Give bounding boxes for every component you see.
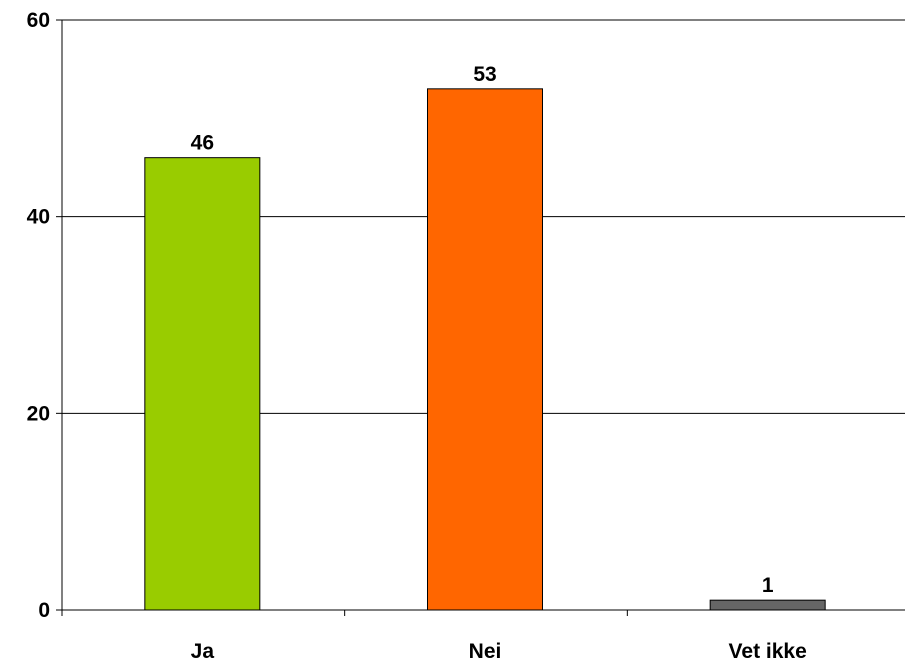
labels: 0 20 40 60 46 Ja 53 Nei 1 Vet ikke	[27, 9, 807, 661]
y-tick-label: 20	[27, 402, 50, 425]
x-category-label: Nei	[469, 640, 502, 661]
y-tick-label: 60	[27, 9, 50, 32]
data-label: 53	[473, 63, 496, 86]
x-category-label: Vet ikke	[729, 640, 807, 661]
bars	[144, 88, 826, 611]
axes	[56, 19, 905, 616]
x-category-label: Ja	[191, 640, 215, 661]
bar	[709, 599, 826, 611]
y-tick-label: 40	[27, 206, 50, 229]
data-label: 46	[191, 132, 214, 155]
bar	[427, 88, 543, 611]
bar	[144, 157, 261, 611]
data-label: 1	[762, 574, 774, 597]
y-tick-label: 0	[38, 599, 50, 622]
